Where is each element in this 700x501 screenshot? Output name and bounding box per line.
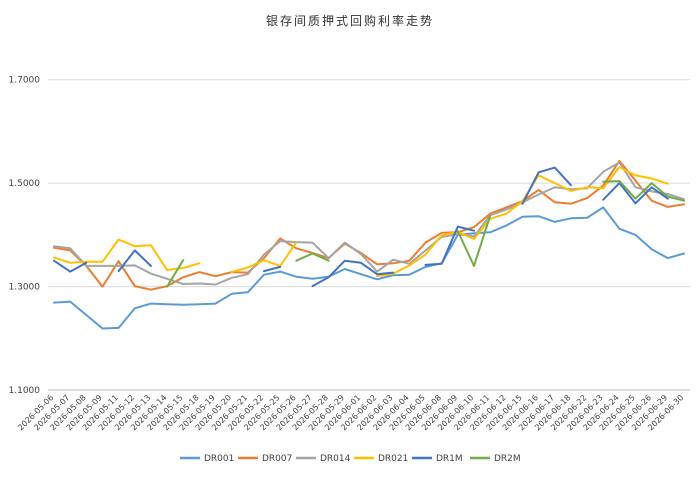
legend-label: DR001 [204,454,234,464]
legend: DR001 DR007 DR014 DR021 DR1M DR2M [180,454,521,464]
y-tick-label: 1.7000 [9,76,41,86]
gridlines [48,79,690,391]
y-tick-label: 1.3000 [9,283,41,293]
series-line-dr1m [53,166,669,288]
series-line-dr001 [53,206,685,330]
series-line-dr007 [53,159,685,291]
series-line-dr014 [53,161,685,286]
y-axis-ticks: 1.1000 1.3000 1.5000 1.7000 [9,76,41,396]
x-axis-ticks: 2026-05-062026-05-072026-05-082026-05-09… [16,393,685,432]
legend-label: DR2M [494,454,521,464]
series-lines [53,159,685,330]
legend-label: DR1M [436,454,463,464]
series-line-dr2m [166,180,685,288]
series-line-dr021 [53,166,669,278]
y-tick-label: 1.1000 [9,386,41,396]
chart-title: 银存间质押式回购利率走势 [265,14,434,28]
legend-label: DR021 [378,454,408,464]
legend-label: DR014 [320,454,351,464]
legend-label: DR007 [262,454,292,464]
y-tick-label: 1.5000 [9,179,41,189]
